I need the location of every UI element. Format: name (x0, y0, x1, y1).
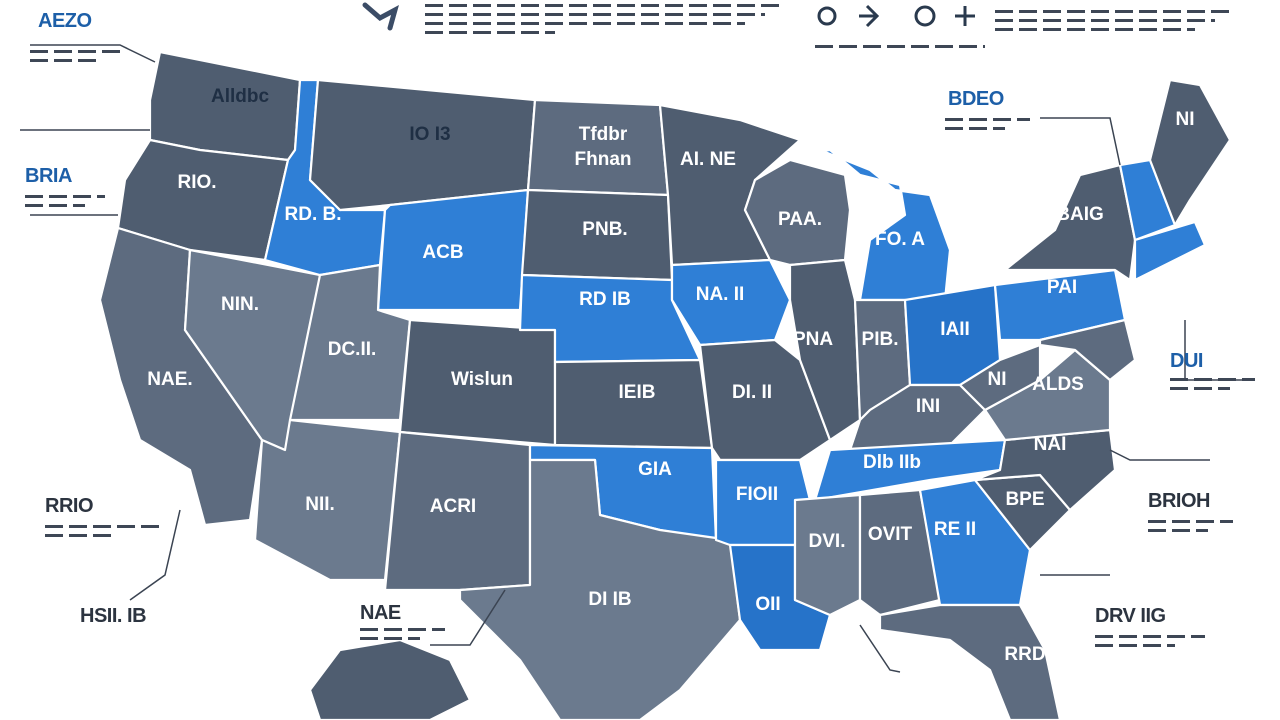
label-id: RD. B. (285, 204, 342, 225)
icon-row (815, 2, 985, 30)
label-ca: NAE. (147, 369, 192, 390)
label-ar: FIOII (736, 484, 778, 505)
state-tn[interactable] (813, 438, 1007, 502)
state-fl[interactable] (878, 603, 1062, 720)
note-e1 (1170, 378, 1255, 396)
state-ms[interactable] (793, 493, 862, 617)
label-tx: DI IB (588, 589, 631, 610)
label-il: PNA (793, 329, 833, 350)
label-nv: NIN. (221, 294, 259, 315)
header-right-text-block (995, 10, 1235, 37)
state-tx[interactable] (458, 458, 742, 720)
callout-lines (20, 44, 1245, 673)
state-il[interactable] (788, 258, 862, 442)
label-me: NI (1176, 109, 1195, 130)
label-nd: Tfdbr (579, 124, 628, 145)
state-me[interactable] (1148, 78, 1232, 227)
pin-icon (360, 0, 405, 32)
state-wv[interactable] (958, 343, 1042, 412)
label-ms: DVI. (809, 531, 846, 552)
callout-e2: BRIOH (1148, 490, 1210, 512)
label-ky: INI (916, 396, 940, 417)
note-e2 (1148, 520, 1233, 538)
label-mi: FO. A (875, 229, 925, 250)
label-ok: GIA (638, 459, 672, 480)
state-ne-south[interactable] (1133, 220, 1207, 282)
label-pa: PAI (1047, 277, 1077, 298)
label-va: ALDS (1032, 374, 1084, 395)
note-left (25, 195, 105, 213)
label-tn: Dlb IIb (863, 452, 921, 473)
label-az: NII. (305, 494, 335, 515)
label-mn: AI. NE (680, 149, 736, 170)
label-ks: IEIB (619, 382, 656, 403)
callout-left2: RRIO (45, 495, 94, 517)
callout-e1: DUI (1170, 350, 1203, 372)
label-mt: IO I3 (409, 124, 450, 145)
label-nc: NAI (1034, 434, 1067, 455)
label-wy: ACB (422, 242, 463, 263)
circle-icon (817, 6, 837, 26)
state-mt[interactable] (308, 78, 537, 212)
state-or[interactable] (116, 138, 290, 262)
callout-left: BRIA (25, 165, 72, 187)
label-ut: DC.II. (328, 339, 377, 360)
callout-se1: DRV IIG (1095, 605, 1166, 627)
state-wy[interactable] (376, 188, 530, 312)
note-bottom (360, 628, 445, 646)
state-ks[interactable] (553, 358, 714, 450)
callout-ne1: BDEO (948, 88, 1004, 110)
label-sd: PNB. (582, 219, 627, 240)
state-ga[interactable] (918, 478, 1032, 607)
label-mo: DI. II (732, 382, 772, 403)
plus-icon (955, 6, 975, 26)
label-wa: Alldbc (211, 86, 269, 107)
label-or: RIO. (177, 172, 216, 193)
label-la: OII (755, 594, 780, 615)
note-ne1 (945, 118, 1030, 136)
callout-bottom: NAE (360, 602, 401, 624)
label-ne: RD IB (579, 289, 631, 310)
label-ny: BAIG (1056, 204, 1104, 225)
callout-bottomleft: HSII. IB (80, 605, 147, 627)
label-nd2: Fhnan (575, 149, 632, 170)
note-se1 (1095, 635, 1205, 653)
compass-icon (914, 5, 936, 27)
label-wv: NI (988, 369, 1007, 390)
label-oh: IAII (940, 319, 970, 340)
label-wi: PAA. (778, 209, 822, 230)
label-fl: RRD (1004, 644, 1045, 665)
state-mid-atl[interactable] (1038, 318, 1137, 382)
note-left2 (45, 525, 165, 543)
label-nm: ACRI (430, 496, 476, 517)
label-co: Wislun (451, 369, 513, 390)
arrow-icon (859, 4, 880, 28)
state-nd[interactable] (526, 98, 670, 197)
state-ak[interactable] (308, 638, 472, 720)
state-mo[interactable] (698, 338, 832, 462)
label-sc: BPE (1005, 489, 1044, 510)
state-labels: Alldbc IO I3 Tfdbr Fhnan AI. NE RIO. RD.… (147, 86, 1194, 665)
header-text-block (425, 4, 795, 40)
callout-tl: AEZO (38, 10, 92, 32)
state-al[interactable] (858, 488, 942, 617)
icon-row-caption (815, 45, 990, 54)
label-in: PIB. (862, 329, 899, 350)
label-al: OVIT (868, 524, 913, 545)
label-ga: RE II (934, 519, 976, 540)
note-tl (30, 50, 120, 68)
label-ia: NA. II (696, 284, 745, 305)
